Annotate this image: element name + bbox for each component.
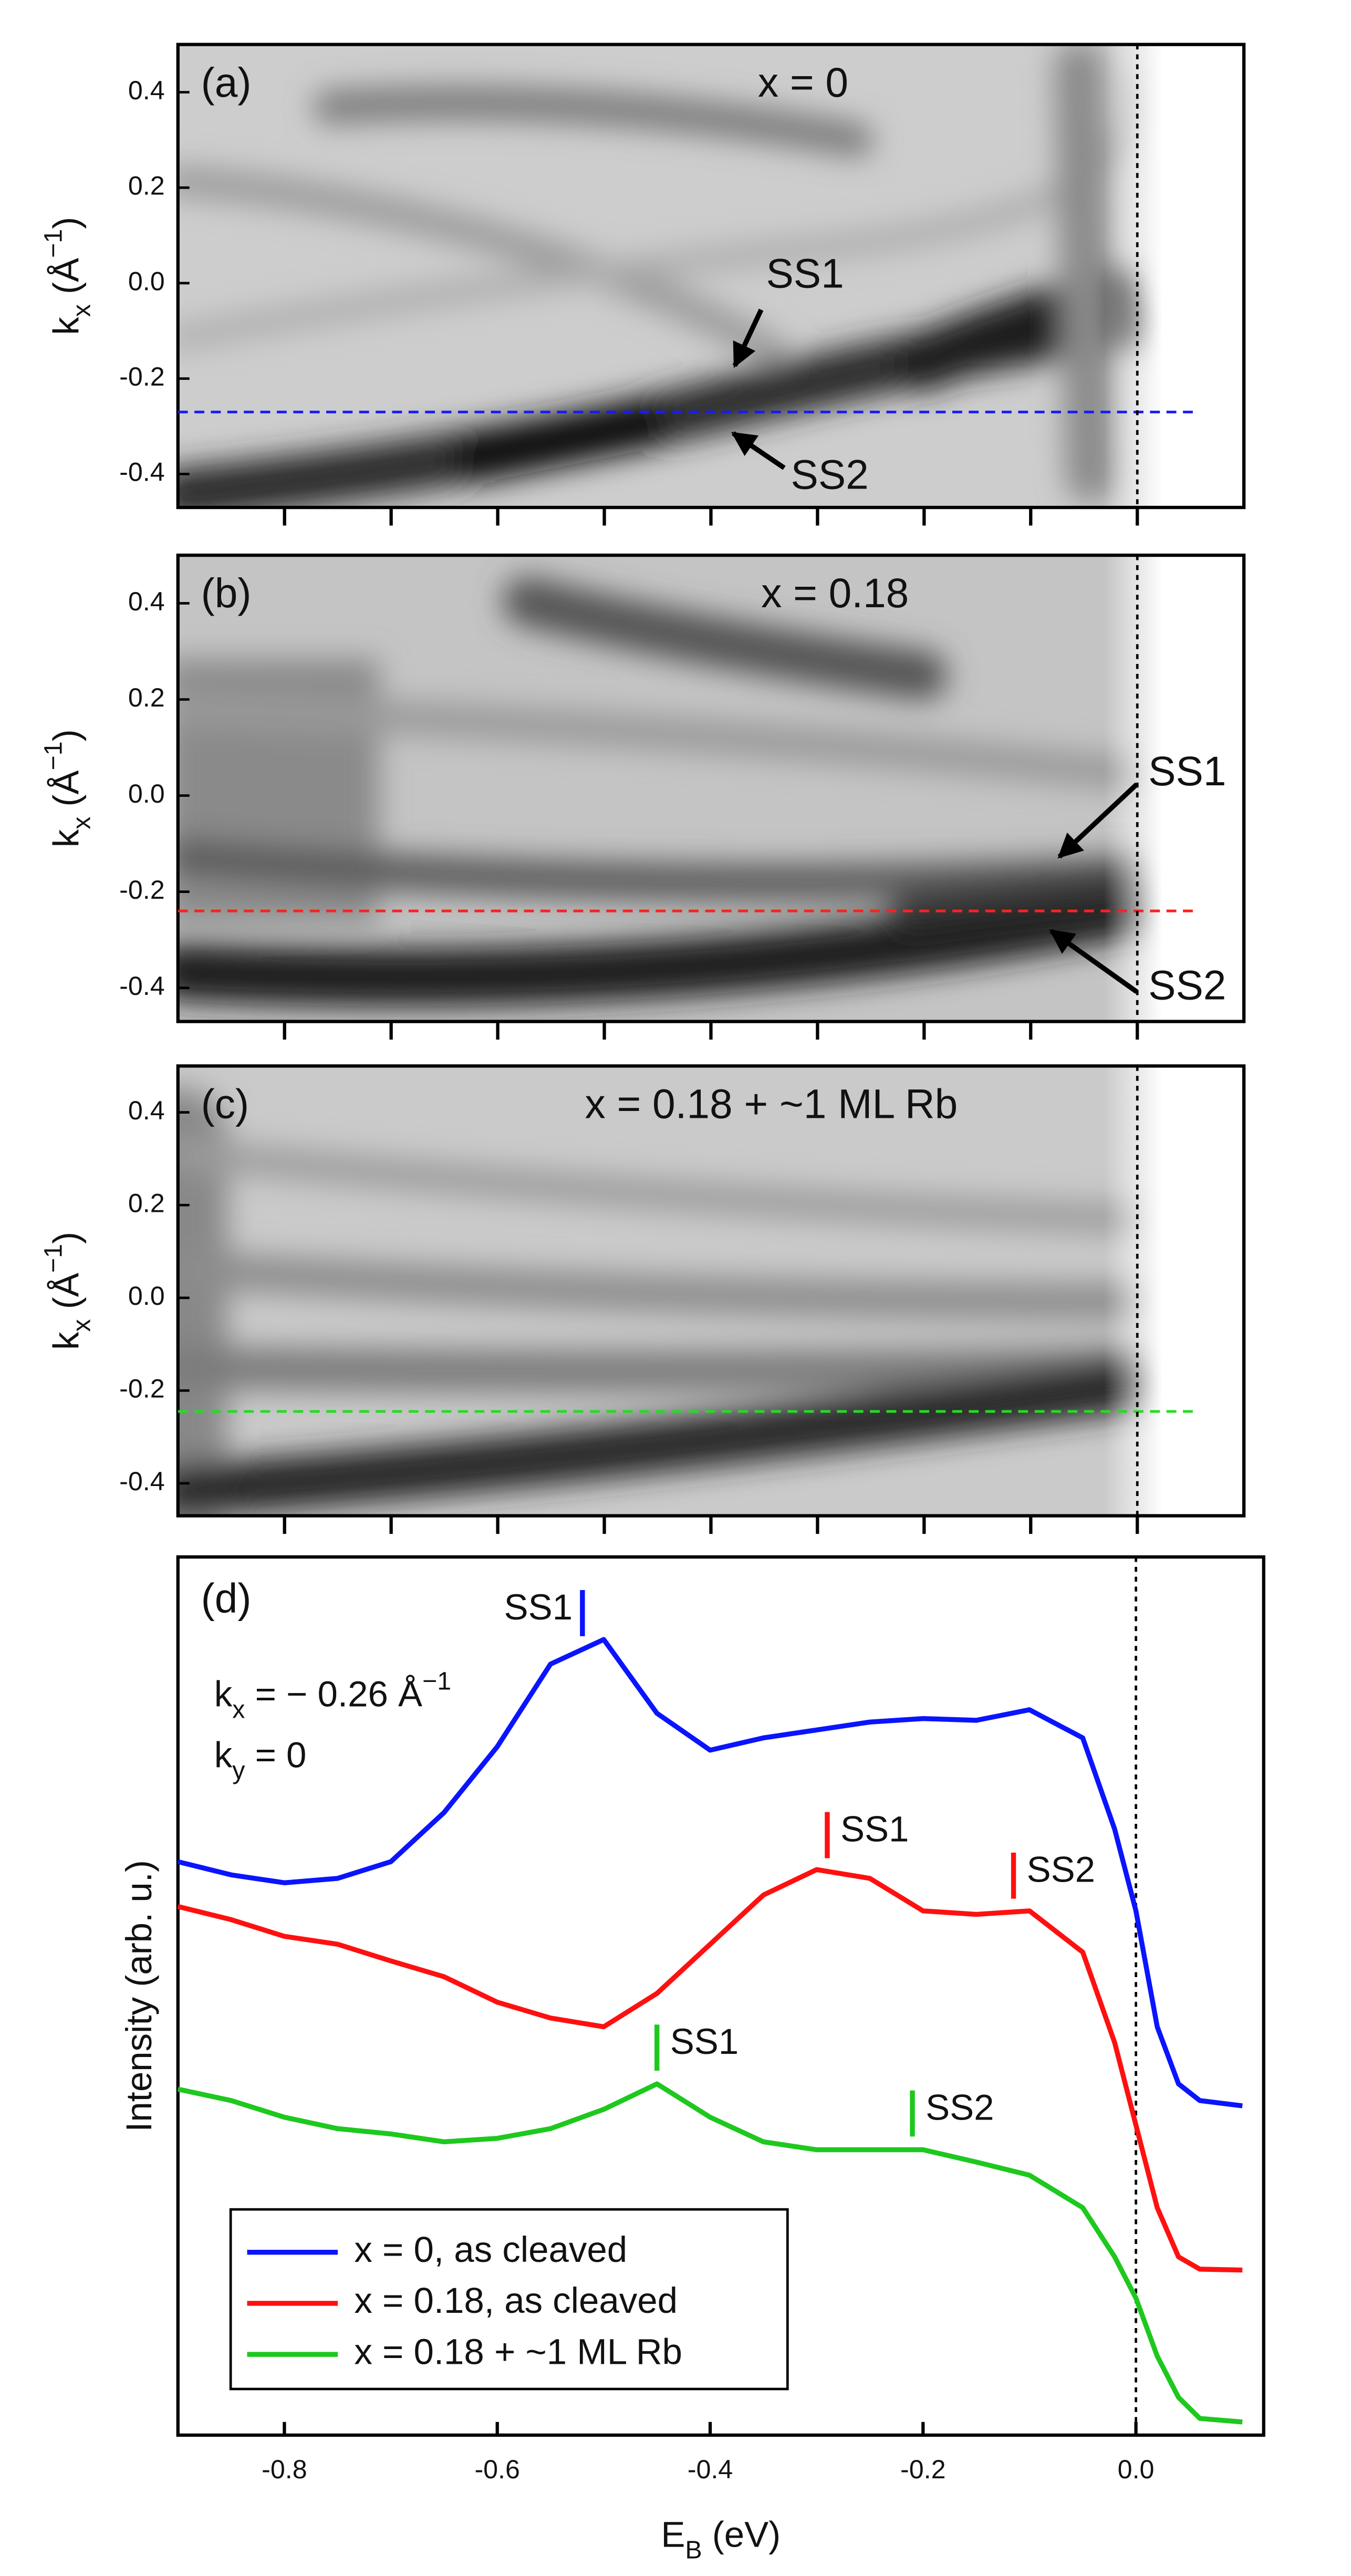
annotation-part: x xyxy=(232,1695,245,1723)
peak-label: SS1 xyxy=(504,1587,573,1627)
peak-label: SS1 xyxy=(840,1809,909,1849)
y-tick-label: -0.2 xyxy=(119,362,164,391)
legend-box xyxy=(229,2208,789,2391)
y-axis-label: Intensity (arb. u.) xyxy=(119,1860,159,2132)
y-tick-label: -0.2 xyxy=(119,1374,164,1404)
x-tick-label: 0.0 xyxy=(1118,2455,1155,2484)
y-axis-label: kx (Å−1) xyxy=(39,217,96,335)
peak-label: SS2 xyxy=(926,2087,994,2127)
y-tick-label: -0.4 xyxy=(119,458,164,487)
annotation-part: k xyxy=(214,1735,233,1775)
spectrum-line xyxy=(177,2081,1243,2425)
y-axis-label-part: ) xyxy=(46,1232,87,1244)
y-tick-label: 0.0 xyxy=(128,779,165,808)
annotation-part: −1 xyxy=(422,1667,451,1695)
y-tick-label: -0.4 xyxy=(119,1467,164,1496)
x-axis-label-part: B xyxy=(685,2536,702,2564)
y-tick-label: 0.0 xyxy=(128,266,165,296)
peak-label: SS2 xyxy=(1027,1850,1095,1890)
annotation-part: = 0 xyxy=(245,1735,306,1775)
y-axis-label: kx (Å−1) xyxy=(39,1232,96,1350)
intensity-map-b xyxy=(178,555,1244,1022)
y-tick-label: 0.4 xyxy=(128,1096,165,1125)
y-axis-label-part: k xyxy=(46,1332,87,1350)
annotation: SS1 xyxy=(1148,748,1226,794)
y-axis-label: kx (Å−1) xyxy=(39,729,96,847)
x-tick-label: -0.6 xyxy=(474,2455,519,2484)
peak-label: SS1 xyxy=(670,2021,739,2062)
x-axis-label-part: E xyxy=(661,2515,685,2555)
y-axis-label-part: −1 xyxy=(39,229,68,258)
spectrum-line xyxy=(177,1637,1243,2108)
y-axis-label-part: k xyxy=(46,317,87,335)
annotation-part: y xyxy=(232,1756,245,1784)
legend-label: x = 0.18, as cleaved xyxy=(354,2280,678,2321)
y-tick-label: 0.4 xyxy=(128,76,165,105)
intensity-map-a xyxy=(178,44,1244,508)
x-axis-label-part: (eV) xyxy=(702,2515,781,2555)
panel-label: (b) xyxy=(201,570,252,616)
x-tick-label: -0.4 xyxy=(688,2455,733,2484)
y-tick-label: 0.2 xyxy=(128,683,165,712)
annotation: kx = − 0.26 Å−1 xyxy=(214,1667,451,1723)
annotation: SS2 xyxy=(1148,962,1226,1009)
annotation-part: k xyxy=(214,1674,233,1715)
panel-label: (d) xyxy=(201,1575,252,1621)
y-axis-label-part: −1 xyxy=(39,741,68,770)
legend-label: x = 0, as cleaved xyxy=(354,2229,627,2270)
arrows xyxy=(731,308,1139,994)
panel-title: x = 0.18 xyxy=(761,570,909,616)
legend-label: x = 0.18 + ~1 ML Rb xyxy=(354,2331,682,2372)
annotation: SS1 xyxy=(766,251,844,297)
y-tick-label: 0.2 xyxy=(128,1188,165,1218)
y-axis-label-part: x xyxy=(68,1319,96,1332)
y-tick-label: 0.2 xyxy=(128,171,165,201)
y-axis-label-part: (Å xyxy=(46,1273,87,1319)
y-tick-label: -0.4 xyxy=(119,971,164,1001)
y-axis-label-part: x xyxy=(68,304,96,317)
y-axis-label-part: (Å xyxy=(46,770,87,816)
y-axis-label-part: ) xyxy=(46,729,87,741)
annotation-part: = − 0.26 Å xyxy=(245,1674,422,1715)
y-axis-label-part: (Å xyxy=(46,258,87,304)
y-axis-label-part: k xyxy=(46,829,87,847)
panel-label: (a) xyxy=(201,59,252,106)
annotation: SS2 xyxy=(791,451,869,497)
x-tick-label: -0.2 xyxy=(900,2455,945,2484)
x-tick-label: -0.8 xyxy=(262,2455,307,2484)
intensity-map-c xyxy=(178,1066,1244,1516)
y-tick-label: 0.4 xyxy=(128,587,165,616)
y-tick-label: 0.0 xyxy=(128,1281,165,1311)
y-axis-label-part: −1 xyxy=(39,1244,68,1273)
x-axis-label: EB (eV) xyxy=(661,2515,781,2564)
plot-frame xyxy=(176,1555,1265,2437)
panel-title: x = 0 xyxy=(758,59,848,106)
y-tick-label: -0.2 xyxy=(119,875,164,905)
y-axis-label-part: ) xyxy=(46,217,87,229)
y-axis-label-part: x xyxy=(68,817,96,829)
panel-title: x = 0.18 + ~1 ML Rb xyxy=(585,1081,958,1127)
annotation: ky = 0 xyxy=(214,1735,307,1785)
panel-label: (c) xyxy=(201,1081,249,1127)
spectrum-line xyxy=(177,1867,1243,2273)
